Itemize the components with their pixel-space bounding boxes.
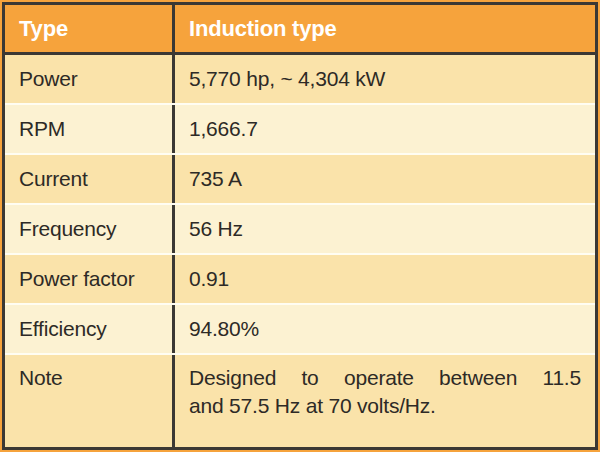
row-value: 1,666.7 <box>172 105 595 153</box>
table-row-power: Power 5,770 hp, ~ 4,304 kW <box>5 55 595 103</box>
row-label: Frequency <box>5 205 172 253</box>
table-row-note: Note Designed to operate between 11.5 an… <box>5 353 595 447</box>
table-row-rpm: RPM 1,666.7 <box>5 103 595 153</box>
note-line-1: Designed to operate between 11.5 <box>189 364 581 392</box>
header-type-cell: Type <box>5 5 172 52</box>
row-value: 0.91 <box>172 255 595 303</box>
row-value: 94.80% <box>172 305 595 353</box>
note-line-2: and 57.5 Hz at 70 volts/Hz. <box>189 392 581 420</box>
row-label: Power factor <box>5 255 172 303</box>
table-row-efficiency: Efficiency 94.80% <box>5 303 595 353</box>
row-label: Power <box>5 55 172 103</box>
header-value-cell: Induction type <box>172 5 595 52</box>
row-label: RPM <box>5 105 172 153</box>
row-label: Current <box>5 155 172 203</box>
table-header-row: Type Induction type <box>5 5 595 55</box>
note-text: Designed to operate between 11.5 and 57.… <box>172 355 595 447</box>
table-body: Type Induction type Power 5,770 hp, ~ 4,… <box>2 2 598 450</box>
note-label: Note <box>5 355 172 447</box>
row-label: Efficiency <box>5 305 172 353</box>
motor-spec-table: Type Induction type Power 5,770 hp, ~ 4,… <box>0 0 600 452</box>
row-value: 5,770 hp, ~ 4,304 kW <box>172 55 595 103</box>
row-value: 735 A <box>172 155 595 203</box>
table-row-current: Current 735 A <box>5 153 595 203</box>
table-row-frequency: Frequency 56 Hz <box>5 203 595 253</box>
table-row-power-factor: Power factor 0.91 <box>5 253 595 303</box>
row-value: 56 Hz <box>172 205 595 253</box>
